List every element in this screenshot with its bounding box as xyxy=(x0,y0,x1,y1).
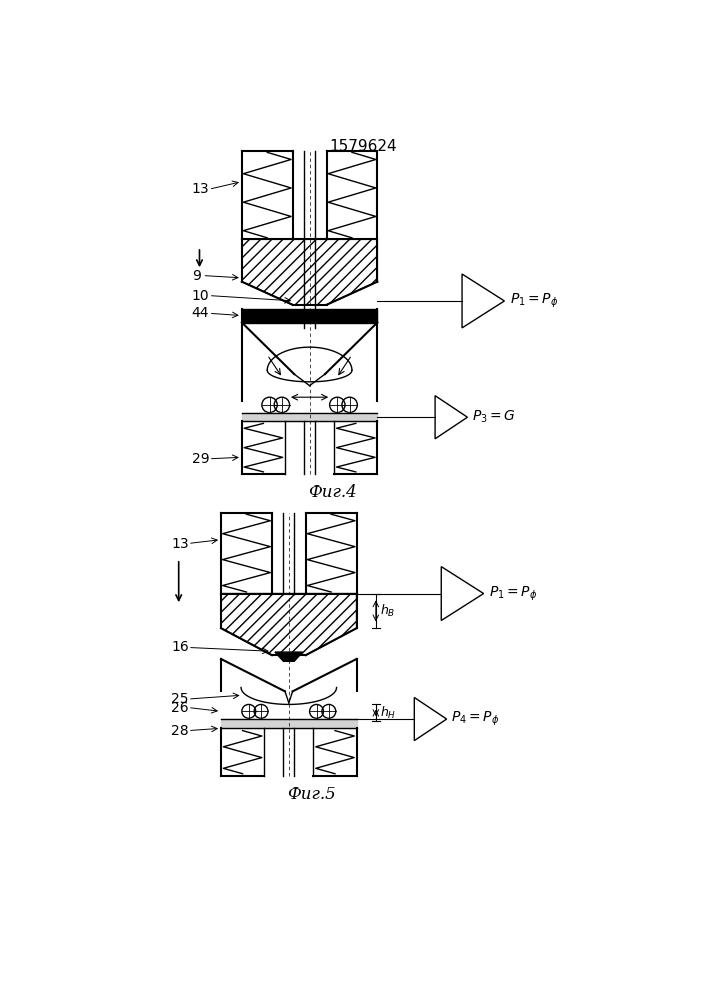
Text: Фиг.4: Фиг.4 xyxy=(308,484,357,501)
Text: 16: 16 xyxy=(171,640,189,654)
Polygon shape xyxy=(221,719,356,728)
Text: $P_1 = P_\phi$: $P_1 = P_\phi$ xyxy=(510,292,559,310)
Polygon shape xyxy=(242,413,378,421)
Polygon shape xyxy=(221,594,356,655)
Text: 1579624: 1579624 xyxy=(329,139,397,154)
Text: 25: 25 xyxy=(171,692,189,706)
Polygon shape xyxy=(242,239,378,305)
Polygon shape xyxy=(242,309,378,323)
Text: 29: 29 xyxy=(192,452,209,466)
Text: 9: 9 xyxy=(192,269,201,283)
Text: 44: 44 xyxy=(192,306,209,320)
Text: $h_H$: $h_H$ xyxy=(380,705,396,721)
Text: 13: 13 xyxy=(171,536,189,550)
Polygon shape xyxy=(462,274,504,328)
Text: $P_1 = P_\phi$: $P_1 = P_\phi$ xyxy=(489,584,537,603)
Polygon shape xyxy=(441,567,484,620)
Text: 13: 13 xyxy=(192,182,209,196)
Polygon shape xyxy=(435,396,467,439)
Text: 28: 28 xyxy=(171,724,189,738)
Text: 26: 26 xyxy=(171,701,189,715)
Text: $P_4 = P_\phi$: $P_4 = P_\phi$ xyxy=(451,710,500,728)
Text: $h_B$: $h_B$ xyxy=(380,603,395,619)
Polygon shape xyxy=(414,698,447,741)
Text: $P_3 = G$: $P_3 = G$ xyxy=(472,409,516,425)
Polygon shape xyxy=(275,652,303,661)
Text: 10: 10 xyxy=(192,289,209,303)
Text: Фиг.5: Фиг.5 xyxy=(288,786,337,803)
